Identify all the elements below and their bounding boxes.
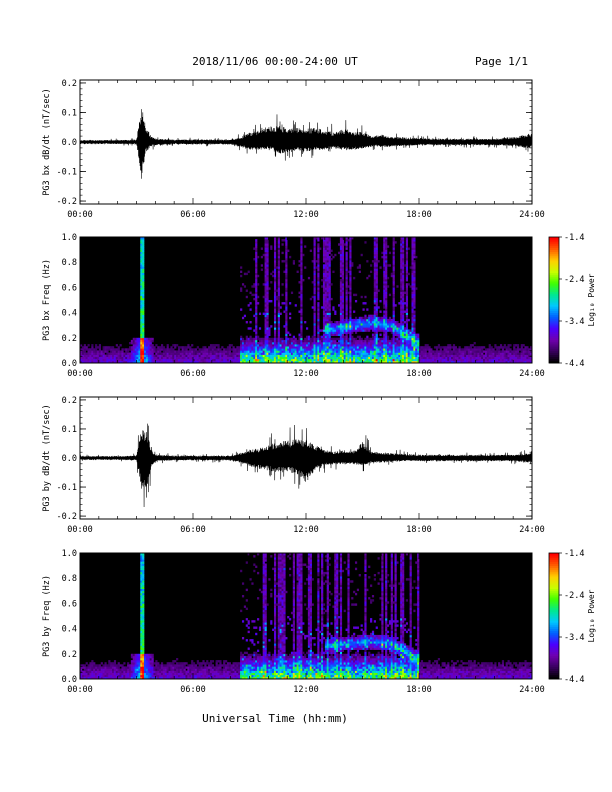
colorbar-tick-label: -2.4 [564, 591, 584, 601]
y-tick-label: 0.2 [62, 396, 77, 406]
y-tick-label: 0.1 [62, 108, 77, 118]
x-tick-label: 12:00 [293, 210, 319, 220]
x-tick-label: 18:00 [406, 685, 432, 695]
x-tick-label: 12:00 [293, 369, 319, 379]
colorbar-tick-label: -4.4 [564, 359, 584, 369]
y-tick-label: 0.2 [62, 334, 77, 344]
y-tick-label: -0.2 [57, 197, 77, 207]
y-tick-label: 0.0 [62, 359, 77, 369]
y-tick-label: -0.1 [57, 168, 77, 178]
y-tick-label: 0.4 [62, 309, 77, 319]
colorbar-label: Log₁₀ Power [587, 589, 596, 642]
page-label: Page 1/1 [475, 55, 528, 68]
colorbar-tick-label: -4.4 [564, 675, 584, 685]
x-tick-label: 18:00 [406, 369, 432, 379]
x-tick-label: 00:00 [67, 525, 93, 535]
colorbar-tick-label: -3.4 [564, 633, 584, 643]
colorbar-tick-label: -2.4 [564, 275, 584, 285]
x-tick-label: 24:00 [519, 369, 545, 379]
y-axis-label: PG3 by Freq (Hz) [42, 575, 52, 657]
y-tick-label: 0.0 [62, 675, 77, 685]
y-tick-label: 0.2 [62, 79, 77, 89]
y-axis-label: PG3 by dB/dt (nT/sec) [42, 404, 52, 511]
x-tick-label: 18:00 [406, 210, 432, 220]
y-tick-label: 0.2 [62, 650, 77, 660]
colorbar-tick-label: -1.4 [564, 549, 584, 559]
x-tick-label: 24:00 [519, 210, 545, 220]
y-tick-label: 1.0 [62, 233, 77, 243]
y-tick-label: 0.8 [62, 574, 77, 584]
x-tick-label: 06:00 [180, 685, 206, 695]
x-tick-label: 06:00 [180, 369, 206, 379]
y-tick-label: 0.0 [62, 454, 77, 464]
x-axis-title: Universal Time (hh:mm) [202, 712, 348, 725]
x-tick-label: 18:00 [406, 525, 432, 535]
waveform-trace [80, 424, 532, 507]
y-tick-label: 0.4 [62, 625, 77, 635]
y-tick-label: 1.0 [62, 549, 77, 559]
x-tick-label: 00:00 [67, 369, 93, 379]
x-tick-label: 06:00 [180, 525, 206, 535]
x-tick-label: 24:00 [519, 525, 545, 535]
panel-bx-waveform: 0.2 0.1 0.0 -0.1 -0.2 00:00 06:00 12:00 18:00 24:… [42, 79, 545, 220]
y-tick-label: 0.6 [62, 599, 77, 609]
colorbar-tick-label: -3.4 [564, 317, 584, 327]
colorbar-tick-label: -1.4 [564, 233, 584, 243]
y-tick-label: -0.2 [57, 512, 77, 522]
y-tick-label: 0.1 [62, 425, 77, 435]
waveform-trace [80, 109, 532, 179]
panel-bx-spectrogram: 0.0 0.2 0.4 0.6 0.8 1.0 00:00 06:00 12:00 18:00 24… [42, 233, 596, 379]
page-title: 2018/11/06 00:00-24:00 UT [192, 55, 358, 68]
x-tick-label: 12:00 [293, 685, 319, 695]
x-tick-label: 00:00 [67, 210, 93, 220]
y-axis-label: PG3 bx Freq (Hz) [42, 259, 52, 341]
x-tick-label: 24:00 [519, 685, 545, 695]
y-tick-label: 0.8 [62, 258, 77, 268]
colorbar-label: Log₁₀ Power [587, 273, 596, 326]
y-axis-label: PG3 bx dB/dt (nT/sec) [42, 88, 52, 195]
x-tick-label: 00:00 [67, 685, 93, 695]
x-tick-label: 06:00 [180, 210, 206, 220]
panel-by-waveform: 0.2 0.1 0.0 -0.1 -0.2 00:00 06:00 12:00 18:00 24:… [42, 396, 545, 535]
y-tick-label: 0.0 [62, 138, 77, 148]
y-tick-label: 0.6 [62, 283, 77, 293]
x-tick-label: 12:00 [293, 525, 319, 535]
panel-by-spectrogram: 0.0 0.2 0.4 0.6 0.8 1.0 00:00 06:00 12:00 18:00 24… [42, 549, 596, 695]
y-tick-label: -0.1 [57, 483, 77, 493]
